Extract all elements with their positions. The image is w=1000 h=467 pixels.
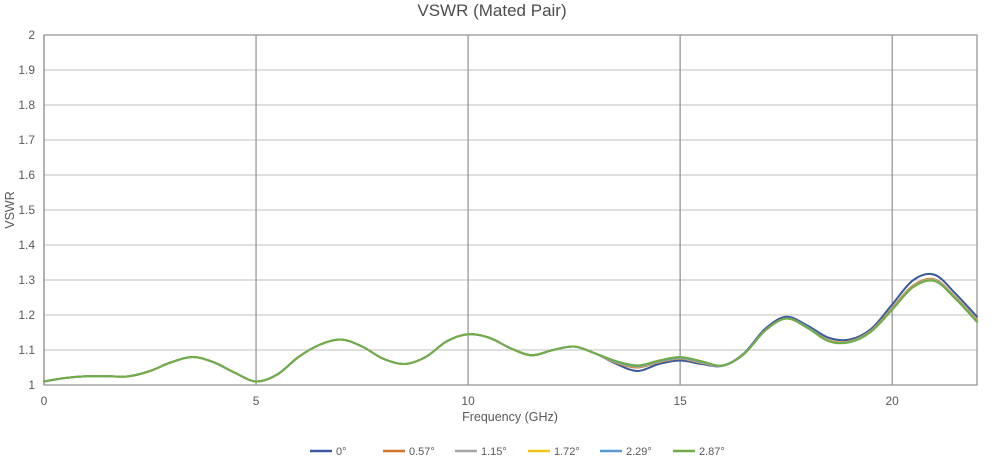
y-tick-label: 2 [28,28,35,42]
y-tick-label: 1.5 [18,203,35,217]
legend-label-2: 1.15° [481,446,507,458]
y-tick-label: 1.2 [18,308,35,322]
series-line-4 [43,279,978,383]
legend-label-1: 0.57° [409,446,435,458]
y-tick-label: 1 [28,378,35,392]
y-tick-label: 1.4 [18,238,35,252]
x-tick-label: 15 [673,394,687,408]
y-axis-label: VSWR [3,191,17,229]
tick-labels: 11.11.21.31.41.51.61.71.81.920 5 10 15 20 [18,28,899,408]
legend-label-3: 1.72° [554,446,580,458]
x-axis-label: Frequency (GHz) [462,410,558,424]
x-tick-label: 10 [461,394,475,408]
series-line-3 [43,278,978,383]
legend-label-0: 0° [336,446,347,458]
series-line-5 [43,279,978,383]
series-line-2 [43,278,978,383]
y-tick-label: 1.7 [18,133,35,147]
y-tick-label: 1.1 [18,343,35,357]
plot-border [43,34,978,386]
legend-label-4: 2.29° [626,446,652,458]
x-tick-label: 20 [886,394,900,408]
legend-label-5: 2.87° [699,446,725,458]
series-line-0 [43,272,978,383]
x-tick-label: 5 [253,394,260,408]
y-tick-label: 1.9 [18,63,35,77]
series-line-1 [43,277,978,383]
y-tick-label: 1.6 [18,168,35,182]
series-lines [43,272,978,383]
grid [43,34,978,386]
legend: 0° 0.57° 1.15° 1.72° 2.29° 2.87° [310,446,725,458]
chart-title: VSWR (Mated Pair) [417,1,566,20]
y-tick-label: 1.3 [18,273,35,287]
x-tick-label: 0 [41,394,48,408]
y-tick-label: 1.8 [18,98,35,112]
